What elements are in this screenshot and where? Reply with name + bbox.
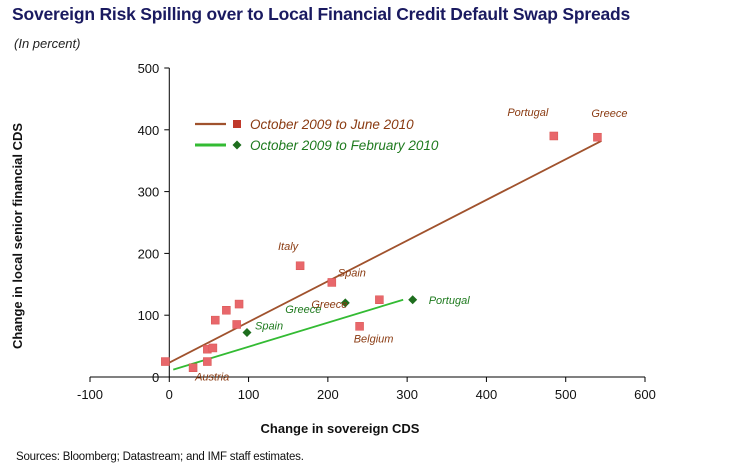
point-label: Belgium [354, 333, 394, 345]
legend-marker-feb-2010 [232, 140, 242, 150]
point-label: Portugal [429, 295, 471, 307]
legend-label-feb-2010: October 2009 to February 2010 [250, 138, 439, 153]
x-tick-label: 500 [555, 387, 577, 402]
data-point-feb-2010 [340, 298, 350, 308]
data-point-jun-2010 [549, 131, 559, 141]
point-label: Spain [338, 267, 366, 279]
y-tick-label: 500 [138, 61, 160, 76]
trendline-jun-2010 [164, 140, 602, 366]
legend-marker-jun-2010 [233, 120, 241, 128]
x-axis-label: Change in sovereign CDS [261, 421, 420, 436]
chart-title: Sovereign Risk Spilling over to Local Fi… [12, 4, 631, 24]
x-tick-label: 200 [317, 387, 339, 402]
data-point-jun-2010 [208, 343, 218, 353]
y-tick-label: 0 [152, 370, 159, 385]
data-points [161, 131, 602, 372]
y-axis-label: Change in local senior financial CDS [10, 123, 25, 349]
data-point-jun-2010 [203, 357, 212, 366]
x-tick-label: 0 [166, 387, 173, 402]
axes: -100 0 100 200 300 400 500 600 0 100 200 300 400 500 [77, 61, 656, 402]
data-point-jun-2010 [593, 132, 602, 142]
data-point-jun-2010 [211, 315, 220, 325]
data-point-jun-2010 [161, 357, 170, 366]
data-point-jun-2010 [295, 261, 305, 271]
data-point-jun-2010 [355, 322, 364, 331]
chart-subtitle: (In percent) [14, 36, 81, 51]
x-tick-label: 400 [476, 387, 498, 402]
data-point-jun-2010 [327, 278, 337, 287]
x-tick-label: 600 [634, 387, 656, 402]
y-tick-label: 100 [138, 308, 160, 323]
y-tick-label: 300 [138, 185, 160, 200]
x-tick-label: -100 [77, 387, 103, 402]
y-tick-label: 400 [138, 123, 160, 138]
point-label: Greece [591, 108, 627, 120]
data-point-feb-2010 [408, 295, 418, 305]
point-label: Portugal [507, 107, 549, 119]
data-point-jun-2010 [222, 306, 231, 315]
point-label: Spain [255, 321, 283, 333]
data-point-feb-2010 [242, 328, 252, 338]
legend-label-jun-2010: October 2009 to June 2010 [250, 117, 414, 132]
data-point-jun-2010 [375, 295, 384, 304]
data-point-jun-2010 [234, 299, 244, 309]
y-tick-label: 200 [138, 246, 160, 261]
x-tick-label: 100 [238, 387, 260, 402]
point-label: Italy [278, 241, 300, 253]
point-label: Greece [311, 299, 347, 311]
point-labels: Austria Italy Spain Belgium Greece Portugal Gr… [194, 107, 627, 384]
data-point-jun-2010 [232, 320, 241, 329]
legend: October 2009 to June 2010 October 2009 to… [195, 117, 439, 153]
point-label: Austria [194, 372, 229, 384]
x-tick-label: 300 [396, 387, 418, 402]
point-label: Greece [285, 304, 321, 316]
source-note: Sources: Bloomberg; Datastream; and IMF … [16, 451, 304, 463]
data-point-jun-2010 [188, 363, 198, 372]
